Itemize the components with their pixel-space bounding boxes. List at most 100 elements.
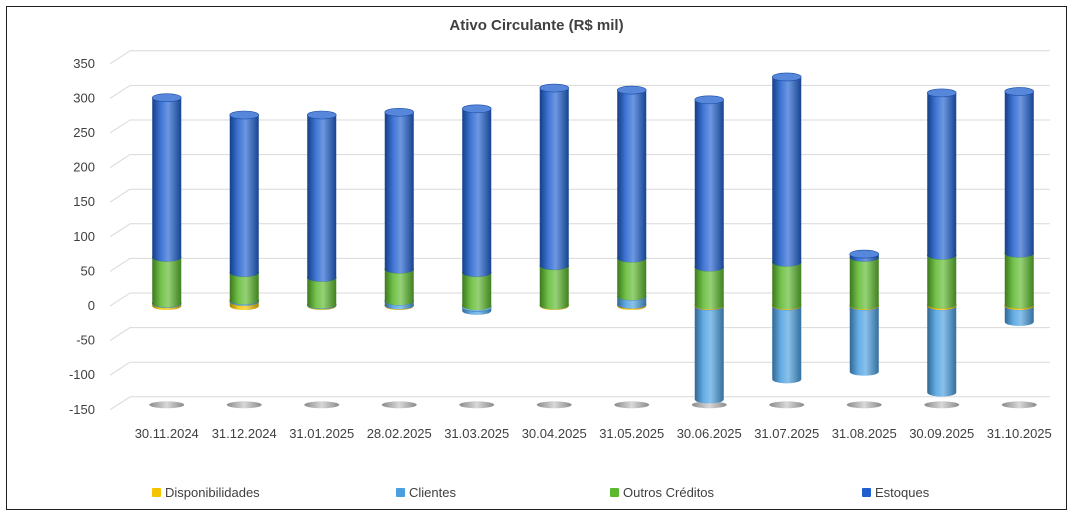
- gridline-depth: [109, 119, 131, 134]
- bar-estoques-5-cap: [539, 83, 570, 93]
- bar-estoques-1-body: [229, 115, 259, 277]
- bar-outros-créditos-10: [926, 251, 957, 309]
- y-tick-label: -150: [69, 402, 95, 417]
- gridline-depth: [109, 327, 131, 342]
- bar-outros-créditos-6-body: [617, 258, 647, 301]
- bar-estoques-0-cap: [151, 93, 182, 103]
- bar-estoques-9: [849, 249, 880, 262]
- bar-estoques-6: [616, 85, 647, 263]
- bar-estoques-10: [926, 88, 957, 260]
- gridline-depth: [109, 223, 131, 238]
- x-tick-label: 31.05.2025: [599, 426, 664, 441]
- bar-estoques-7: [694, 95, 725, 272]
- bar-outros-créditos-9: [849, 253, 880, 310]
- legend-label: Clientes: [409, 485, 456, 500]
- x-tick-label: 31.12.2024: [212, 426, 277, 441]
- floor-base: [614, 401, 650, 409]
- floor-base: [769, 401, 805, 409]
- gridline-depth: [109, 257, 131, 272]
- x-tick-label: 30.11.2024: [135, 426, 199, 441]
- x-tick-label: 31.10.2025: [987, 426, 1052, 441]
- x-tick-label: 31.03.2025: [444, 426, 509, 441]
- gridline-depth: [109, 396, 131, 411]
- gridline-depth: [109, 84, 131, 99]
- bar-estoques-5: [539, 83, 570, 270]
- floor-base: [846, 401, 882, 409]
- legend-item: Clientes: [396, 485, 456, 500]
- legend-label: Estoques: [875, 485, 930, 500]
- legend-swatch: [396, 488, 405, 497]
- y-tick-label: 250: [73, 125, 95, 140]
- gridline-depth: [109, 188, 131, 203]
- gridline-depth: [109, 361, 131, 376]
- bar-outros-créditos-11-body: [1004, 253, 1034, 309]
- bar-estoques-3-cap: [384, 107, 415, 117]
- bar-estoques-2-cap: [306, 110, 337, 120]
- bar-outros-créditos-0: [151, 253, 182, 308]
- bar-estoques-2: [306, 110, 337, 282]
- floor-base: [381, 401, 417, 409]
- bar-estoques-4-cap: [461, 104, 492, 114]
- floor-base: [924, 401, 960, 409]
- gridline-depth: [109, 292, 131, 307]
- bar-estoques-11-body: [1004, 91, 1034, 258]
- y-tick-label: -50: [76, 333, 95, 348]
- floor-base: [149, 401, 185, 409]
- y-tick-label: 0: [88, 298, 95, 313]
- bar-outros-créditos-10-body: [927, 255, 957, 309]
- x-tick-label: 28.02.2025: [367, 426, 432, 441]
- floor-base: [459, 401, 495, 409]
- bar-clientes-8-body: [772, 306, 802, 384]
- floor-base: [304, 401, 340, 409]
- bar-estoques-2-body: [307, 115, 337, 282]
- bar-estoques-11-cap: [1004, 87, 1035, 96]
- bar-clientes-11-body: [1004, 306, 1034, 326]
- bar-estoques-6-body: [617, 90, 647, 263]
- bar-outros-créditos-8-body: [772, 262, 802, 310]
- x-tick-label: 30.09.2025: [909, 426, 974, 441]
- bar-clientes-7: [694, 301, 725, 404]
- bar-clientes-7-body: [694, 306, 724, 404]
- bar-outros-créditos-0-body: [152, 257, 182, 308]
- x-tick-label: 30.04.2025: [522, 426, 587, 441]
- legend-swatch: [862, 488, 871, 497]
- legend-item: Disponibilidades: [152, 485, 260, 500]
- legend-label: Outros Créditos: [623, 485, 715, 500]
- chart-legend: Disponibilidades Clientes Outros Créditos E…: [0, 485, 1075, 501]
- bar-clientes-8: [771, 301, 802, 384]
- y-tick-label: 50: [81, 263, 95, 278]
- bar-estoques-8-body: [772, 76, 802, 267]
- bar-estoques-5-body: [539, 88, 569, 270]
- y-tick-label: -100: [69, 367, 95, 382]
- x-tick-label: 30.06.2025: [677, 426, 742, 441]
- gridline-depth: [109, 50, 131, 65]
- legend-item: Estoques: [862, 485, 929, 500]
- bar-estoques-9-cap: [849, 249, 880, 259]
- floor-base: [536, 401, 572, 409]
- bar-estoques-4: [461, 104, 492, 277]
- bar-estoques-3-body: [384, 112, 414, 274]
- bar-estoques-0-body: [152, 97, 182, 262]
- bar-estoques-6-cap: [616, 85, 647, 95]
- bar-outros-créditos-1-body: [229, 272, 259, 305]
- floor-base: [691, 401, 727, 409]
- floor-base: [1001, 401, 1037, 409]
- bar-estoques-0: [151, 93, 182, 262]
- bar-estoques-3: [384, 107, 415, 274]
- bar-outros-créditos-9-body: [849, 257, 879, 310]
- bar-estoques-10-cap: [926, 88, 957, 98]
- floor-base: [226, 401, 262, 409]
- bar-outros-créditos-4-body: [462, 272, 492, 310]
- bar-outros-créditos-3-body: [384, 269, 414, 306]
- legend-swatch: [152, 488, 161, 497]
- y-tick-label: 150: [73, 194, 95, 209]
- bar-outros-créditos-7-body: [694, 267, 724, 310]
- bar-estoques-1-cap: [229, 110, 260, 120]
- bar-outros-créditos-2-body: [307, 277, 337, 309]
- bar-outros-créditos-11: [1004, 249, 1035, 309]
- bar-clientes-10: [926, 301, 957, 397]
- y-tick-label: 200: [73, 160, 95, 175]
- bar-estoques-4-body: [462, 108, 492, 277]
- bar-estoques-8-cap: [771, 72, 802, 82]
